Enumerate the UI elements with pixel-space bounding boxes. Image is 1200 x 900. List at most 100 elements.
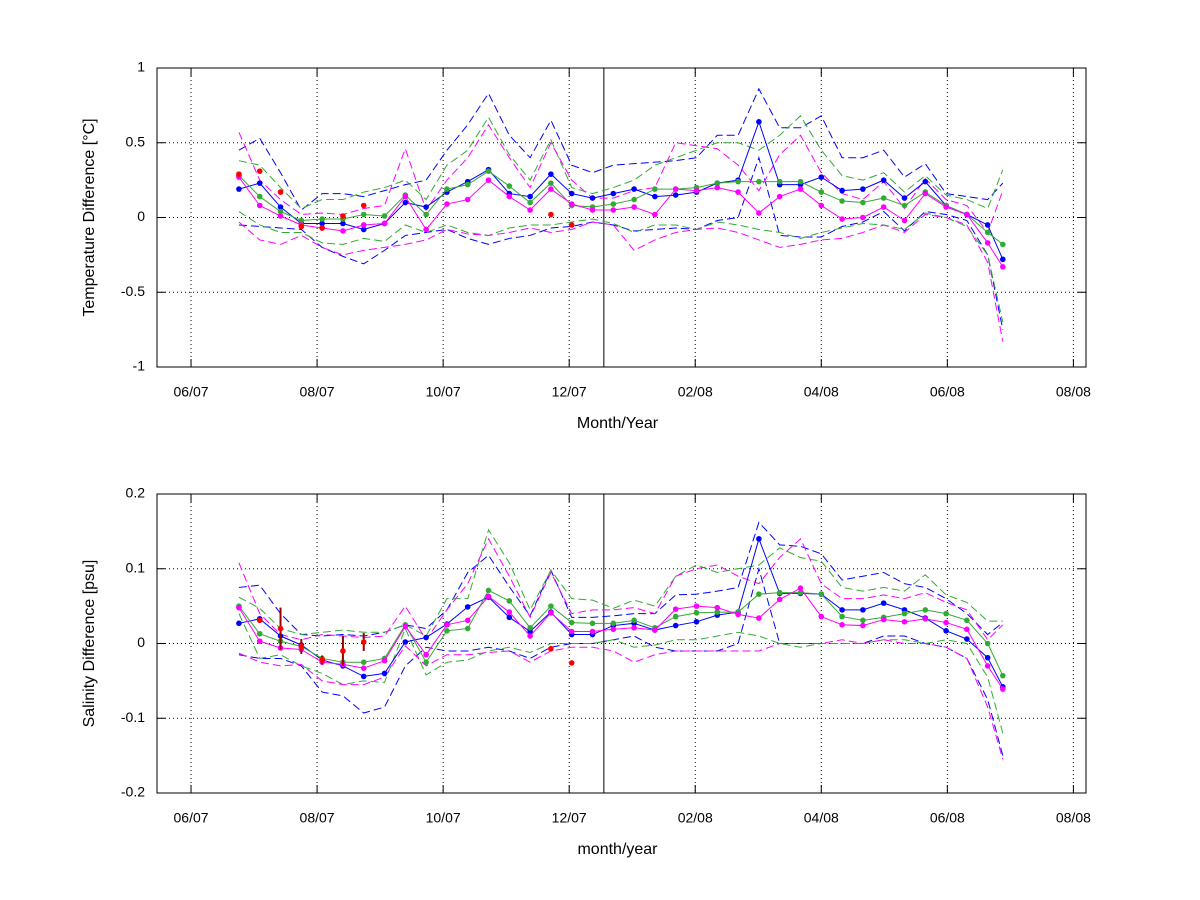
y-tick-label: -0.2 [121, 784, 145, 800]
data-point [693, 187, 700, 194]
data-point [340, 648, 346, 654]
data-point [423, 204, 429, 210]
data-point [548, 645, 554, 652]
band-line [238, 639, 1004, 760]
data-point [485, 593, 492, 600]
data-point [527, 625, 533, 631]
data-point [360, 639, 367, 645]
band-line [238, 213, 1004, 342]
series-line [238, 587, 1004, 690]
data-point [589, 207, 596, 213]
data-point [922, 607, 929, 613]
data-point [756, 210, 762, 216]
data-point [610, 620, 617, 627]
data-point [776, 596, 783, 603]
band-line [238, 521, 1004, 637]
data-point [256, 168, 263, 174]
data-point [693, 603, 700, 609]
data-point [423, 211, 429, 218]
x-tick-label: 04/08 [804, 384, 839, 400]
data-point [818, 189, 825, 195]
data-point [568, 619, 575, 626]
y-tick-label: 0.2 [126, 485, 146, 501]
data-point [901, 195, 908, 201]
data-point [256, 630, 263, 637]
data-point [256, 180, 263, 186]
data-point [1000, 256, 1006, 263]
data-point [236, 620, 242, 627]
data-point [423, 634, 429, 641]
data-point [444, 186, 450, 192]
y-tick-label: -1 [133, 358, 146, 374]
data-point [776, 193, 783, 200]
x-tick-label: 02/08 [678, 810, 713, 826]
data-point [319, 657, 325, 663]
band-line [238, 211, 1004, 323]
data-point [984, 654, 991, 661]
x-tick-label: 06/08 [930, 810, 965, 826]
data-point [964, 636, 970, 642]
data-point [277, 213, 284, 219]
data-point [568, 201, 575, 207]
data-point [776, 178, 783, 185]
data-point [423, 659, 429, 665]
data-point [735, 611, 741, 618]
data-point [672, 192, 679, 198]
data-point [610, 207, 617, 213]
data-point [256, 202, 263, 209]
data-point [984, 229, 991, 236]
data-point [818, 174, 825, 180]
data-point [360, 659, 367, 665]
data-point [776, 589, 783, 596]
data-point [714, 180, 721, 186]
data-point [880, 616, 887, 623]
y-tick-label: 0 [137, 634, 145, 650]
data-point [652, 193, 658, 200]
data-point [548, 171, 554, 177]
x-tick-label: 06/08 [930, 384, 965, 400]
y-axis-label: Temperature Difference [°C] [81, 118, 98, 316]
data-point [860, 186, 866, 192]
data-point [381, 657, 388, 664]
data-point [256, 638, 263, 645]
data-point [672, 613, 679, 620]
data-point [839, 613, 845, 620]
data-point [444, 627, 450, 634]
axes-frame [156, 67, 1087, 368]
data-point [548, 603, 554, 609]
band-line [238, 123, 1004, 234]
series-line [238, 589, 1004, 676]
data-point [631, 186, 637, 192]
data-point [527, 633, 533, 639]
data-point [839, 622, 845, 628]
data-point [360, 665, 367, 671]
data-point [756, 178, 762, 185]
data-point [1000, 241, 1006, 248]
y-tick-label: -0.5 [121, 283, 145, 299]
data-point [964, 626, 970, 633]
data-point [714, 184, 721, 191]
data-point [360, 202, 367, 209]
x-tick-label: 12/07 [552, 810, 587, 826]
data-point [631, 196, 637, 203]
data-point [880, 204, 887, 210]
x-tick-label: 04/08 [804, 810, 839, 826]
data-point [818, 202, 825, 209]
data-point [943, 610, 949, 617]
data-point [943, 627, 949, 634]
data-point [880, 177, 887, 183]
data-point [1000, 672, 1006, 679]
data-point [298, 223, 305, 230]
data-point [714, 609, 721, 615]
band-line [238, 155, 1004, 330]
data-point [652, 627, 658, 633]
data-point [1000, 686, 1006, 692]
data-point [319, 225, 325, 231]
data-point [964, 211, 970, 218]
band-line [238, 566, 1004, 756]
data-point [506, 193, 513, 200]
series-line [238, 170, 1004, 245]
data-point [610, 201, 617, 207]
data-point [818, 613, 825, 620]
